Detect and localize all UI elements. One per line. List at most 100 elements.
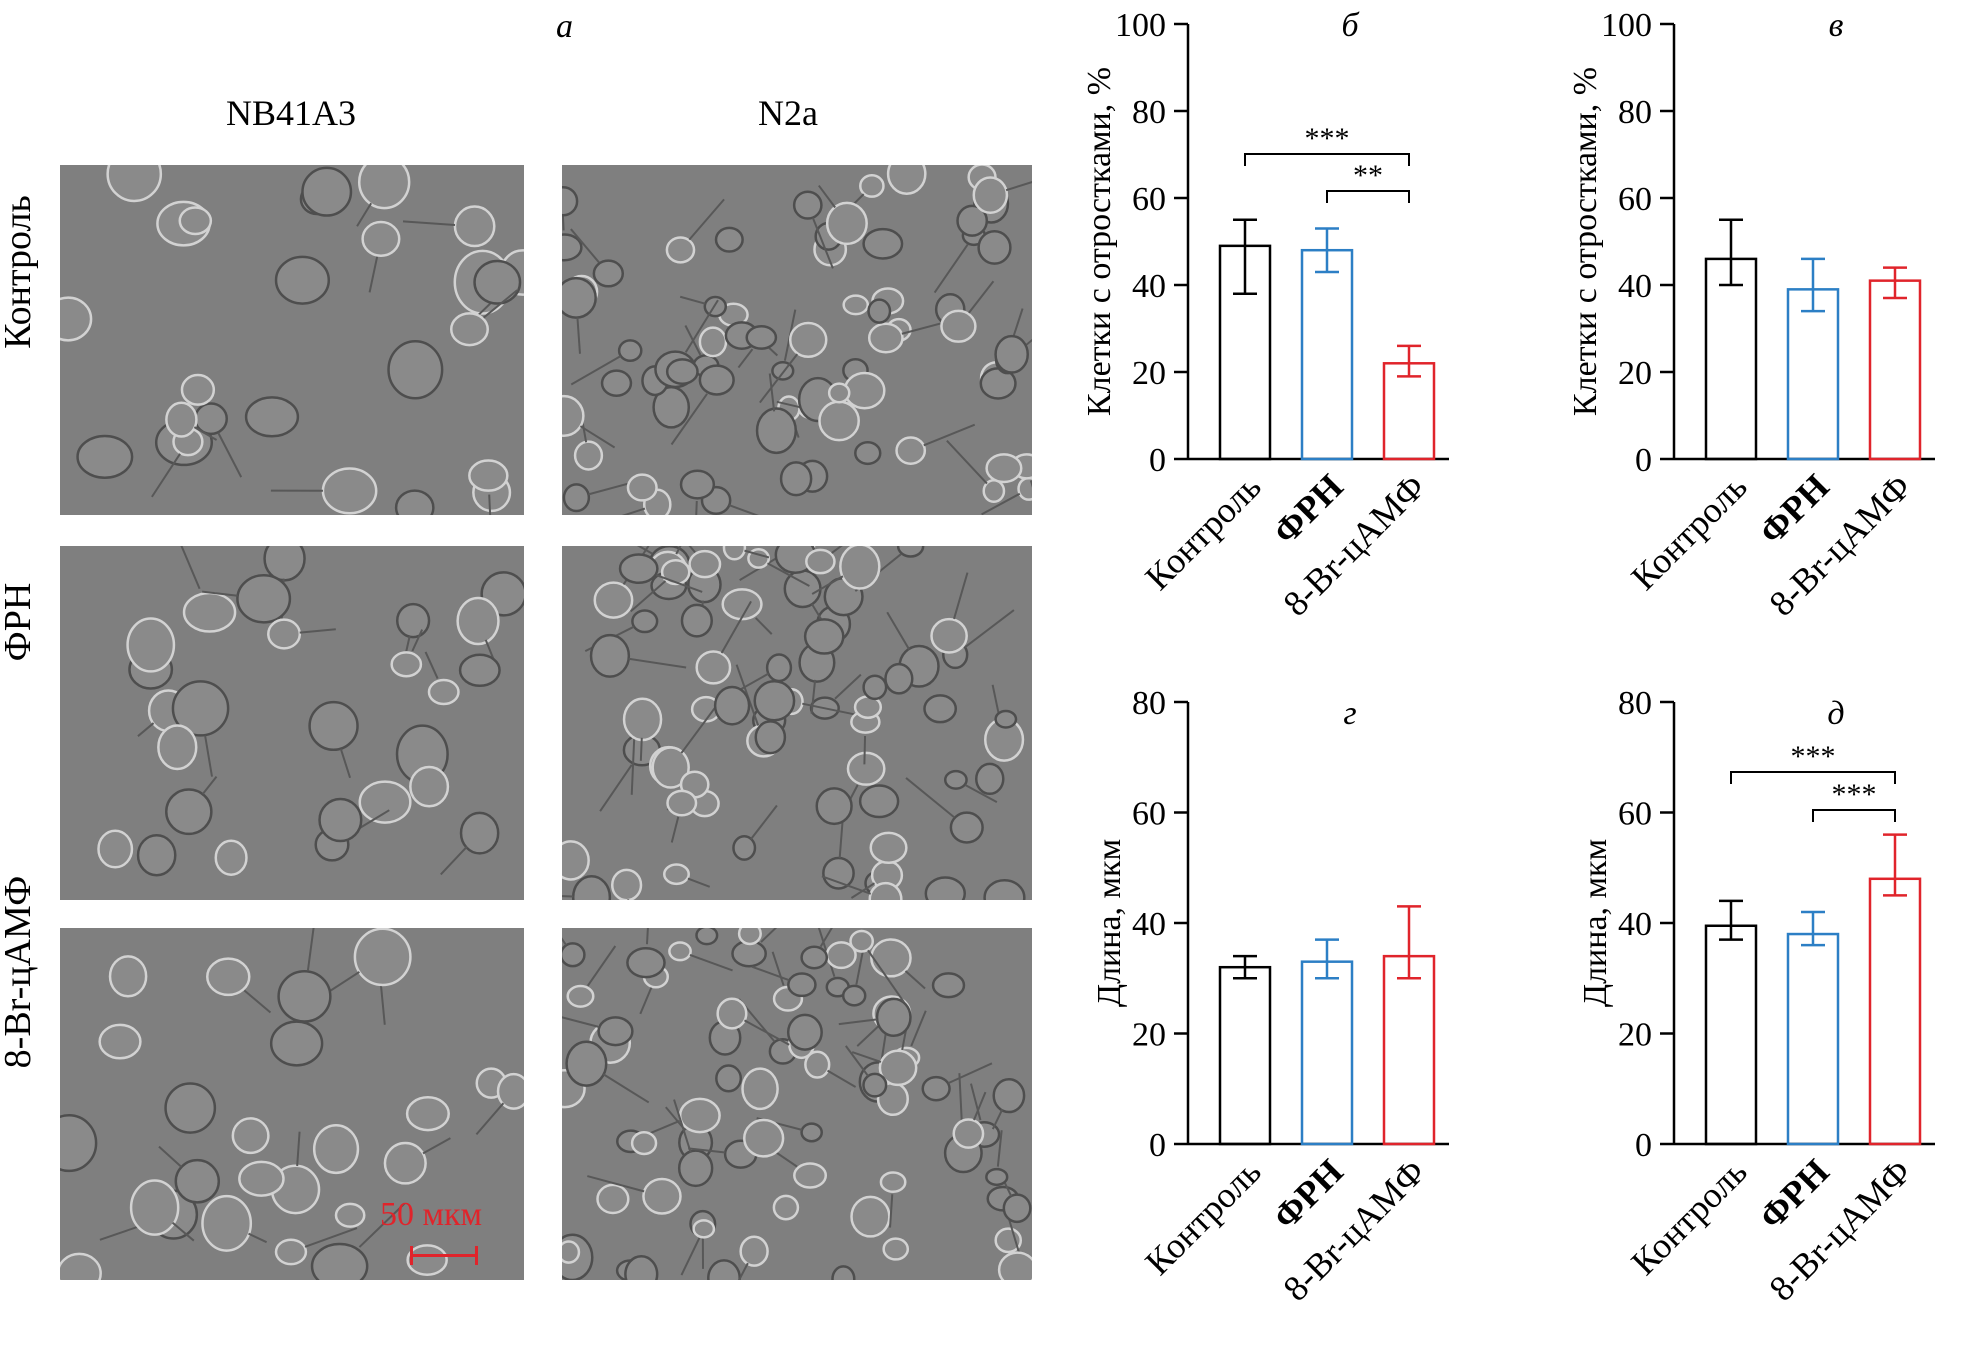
neurite-shape: [827, 1069, 857, 1088]
bar: [1704, 924, 1758, 1146]
cell-shape: [353, 928, 412, 987]
cell-shape: [269, 1020, 324, 1067]
neurite-shape: [947, 1062, 993, 1085]
neurite-shape: [744, 1019, 790, 1046]
micrograph-texture: [97, 546, 524, 877]
y-tick-label: 60: [1132, 796, 1166, 833]
cell-shape: [722, 546, 747, 561]
cell-shape: [862, 674, 888, 701]
cell-shape: [593, 581, 634, 619]
neurite-shape: [202, 590, 238, 597]
cell-shape: [496, 1072, 524, 1110]
neurite-shape: [910, 1010, 927, 1047]
cell-shape: [406, 1244, 448, 1276]
neurite-shape: [964, 609, 1015, 649]
y-tick-label: 0: [1149, 442, 1166, 479]
neurite-shape: [645, 928, 649, 945]
neurite-shape: [964, 784, 998, 804]
neurite-shape: [968, 280, 995, 314]
cell-shape: [732, 835, 757, 861]
neurite-shape: [811, 575, 844, 595]
cell-shape: [312, 1123, 360, 1175]
cell-shape: [983, 879, 1026, 900]
neurite-shape: [562, 1016, 600, 1028]
cell-shape: [394, 489, 435, 515]
neurite-shape: [402, 220, 456, 226]
cell-shape: [589, 633, 631, 678]
neurite-shape: [180, 546, 201, 590]
y-tick-label: 80: [1618, 94, 1652, 131]
cell-shape: [772, 1194, 800, 1221]
cell-shape: [405, 1096, 450, 1132]
neurite-shape: [621, 507, 646, 515]
cell-shape: [573, 440, 604, 471]
cell-shape: [843, 371, 886, 410]
cell-shape: [651, 746, 690, 789]
neurite-shape: [670, 816, 680, 843]
cell-shape: [562, 276, 597, 319]
y-tick-label: 20: [1132, 1017, 1166, 1054]
cell-shape: [267, 618, 302, 650]
neurite-shape: [737, 1262, 749, 1280]
cell-shape: [665, 358, 699, 386]
neurite-shape: [688, 546, 696, 554]
cell-shape: [786, 1013, 823, 1051]
y-tick-label: 80: [1132, 94, 1166, 131]
cell-shape: [214, 839, 248, 876]
cell-shape: [849, 929, 875, 953]
cell-shape: [985, 1167, 1009, 1187]
bar: [1218, 965, 1272, 1146]
neurite-shape: [639, 987, 653, 1015]
cell-shape: [630, 1130, 658, 1156]
cell-shape: [1002, 1193, 1032, 1224]
cell-shape: [800, 945, 829, 970]
neurite-shape: [856, 1025, 880, 1047]
cell-shape: [631, 609, 659, 634]
cell-shape: [707, 1259, 741, 1280]
cell-shape: [870, 938, 912, 978]
neurite-shape: [151, 453, 181, 498]
significance-bracket: [1812, 809, 1896, 822]
neurite-shape: [933, 243, 969, 294]
cell-shape: [206, 957, 251, 997]
cell-shape: [165, 788, 213, 836]
cell-shape: [867, 322, 904, 354]
x-tick-label: 8-Br-цАМФ: [1275, 466, 1432, 623]
significance-bracket: [1244, 153, 1410, 166]
neurite-shape: [679, 295, 706, 305]
cell-shape: [624, 1255, 659, 1280]
cell-shape: [921, 1075, 951, 1102]
cell-shape: [1017, 476, 1032, 501]
cell-shape: [854, 441, 882, 466]
neurite-shape: [296, 1131, 301, 1167]
cell-shape: [395, 602, 431, 639]
neurite-shape: [411, 629, 424, 652]
neurite-shape: [217, 432, 243, 478]
cell-shape: [862, 1072, 888, 1098]
neurite-shape: [684, 299, 719, 353]
neurite-shape: [728, 504, 759, 515]
cell-shape: [301, 166, 353, 217]
cell-shape: [274, 1238, 308, 1266]
neurite-shape: [670, 393, 708, 446]
cell-shape: [956, 204, 989, 237]
cell-shape: [714, 226, 744, 253]
cell-shape: [923, 694, 958, 724]
cell-shape: [755, 407, 798, 455]
cell-shape: [244, 396, 300, 438]
bar: [1786, 288, 1840, 461]
cell-shape: [383, 1141, 427, 1185]
cell-shape: [743, 1118, 785, 1158]
cell-shape: [882, 1237, 910, 1261]
cell-shape: [453, 205, 496, 248]
cell-shape: [76, 434, 134, 479]
neurite-shape: [973, 1091, 987, 1121]
cell-shape: [308, 700, 359, 752]
cell-shape: [427, 678, 460, 706]
cell-shape: [361, 220, 401, 257]
cell-shape: [839, 546, 881, 590]
cell-shape: [831, 1265, 856, 1280]
scale-bar-label: 50 мкм: [380, 1196, 483, 1233]
significance-label: ***: [1791, 740, 1836, 773]
row-label-control: Контроль: [0, 195, 39, 349]
